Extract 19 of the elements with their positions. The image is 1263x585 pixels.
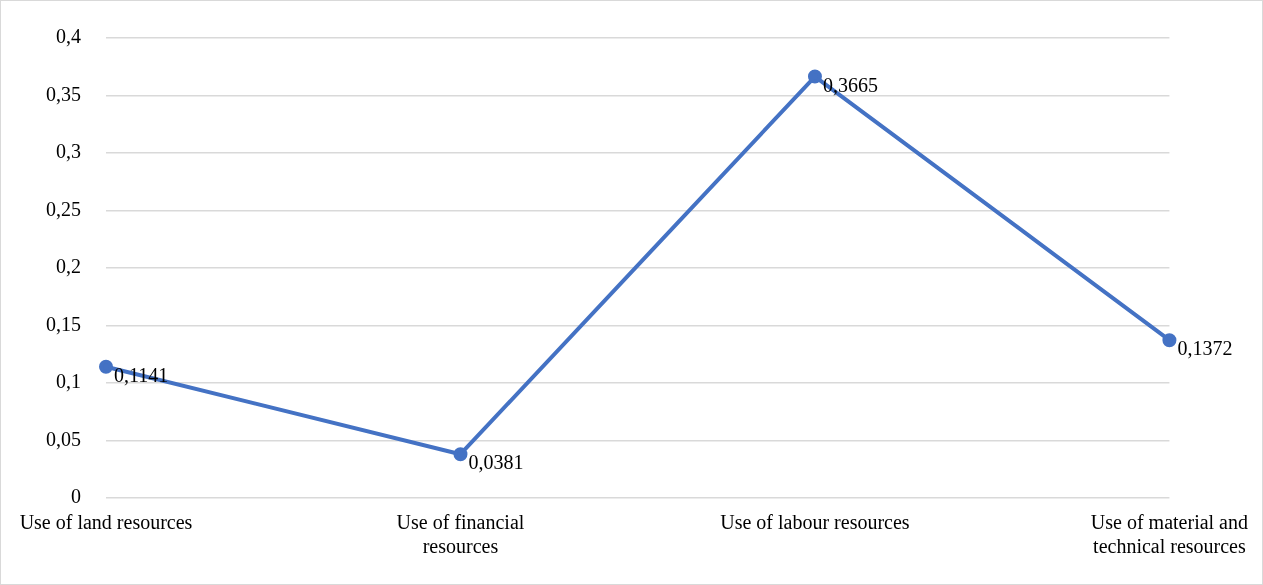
x-tick-label: Use of land resources: [19, 511, 193, 534]
y-tick-label: 0,15: [46, 312, 81, 335]
y-tick-label: 0: [71, 485, 81, 508]
x-tick-label: Use of material and technical resources: [1090, 511, 1249, 558]
y-tick-label: 0,3: [56, 140, 81, 163]
data-label: 0,0381: [468, 451, 524, 474]
y-tick-label: 0,1: [56, 370, 81, 393]
point: [807, 69, 822, 84]
point: [1162, 333, 1177, 348]
y-tick-label: 0,35: [46, 82, 81, 105]
point: [99, 359, 113, 374]
x-tick-label: Use of labour resources: [720, 511, 910, 534]
data-label: 0,1372: [1177, 337, 1233, 360]
y-tick-label: 0,4: [56, 25, 81, 48]
y-tick-label: 0,2: [56, 255, 81, 278]
x-tick-label: Use of financial resources: [396, 511, 525, 558]
point: [453, 447, 468, 462]
y-tick-label: 0,05: [46, 427, 81, 450]
y-tick-label: 0,25: [46, 197, 81, 220]
